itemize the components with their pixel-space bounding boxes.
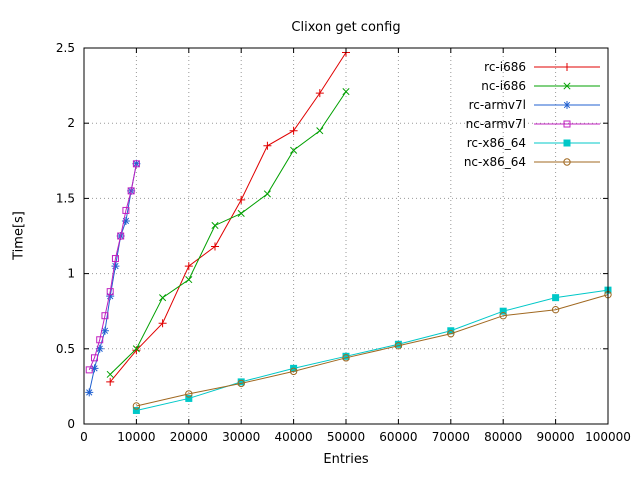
legend-marker-nc-armv7l: [563, 120, 571, 128]
series-marker-rc-armv7l: [95, 344, 104, 353]
y-tick-label: 0: [67, 417, 75, 431]
series-line-nc-i686: [109, 91, 347, 375]
series-marker-nc-i686: [106, 370, 114, 378]
y-tick-label: 1: [67, 267, 75, 281]
series-marker-rc-armv7l: [111, 262, 120, 271]
series-marker-nc-armv7l: [90, 354, 98, 362]
series-line-nc-x86_64: [136, 294, 609, 407]
series-line-nc-armv7l: [88, 163, 137, 371]
legend-label-nc-armv7l: nc-armv7l: [466, 117, 526, 131]
series-marker-rc-armv7l: [106, 292, 115, 301]
series-marker-nc-x86_64: [447, 330, 455, 338]
legend-marker-nc-i686: [563, 82, 571, 90]
series-marker-nc-i686: [132, 345, 140, 353]
series-marker-rc-x86_64: [552, 294, 560, 302]
series-marker-rc-i686: [315, 89, 324, 98]
x-tick-label: 60000: [379, 430, 417, 444]
legend-label-rc-i686: rc-i686: [484, 60, 526, 74]
legend-marker-rc-i686: [563, 63, 571, 71]
y-axis-label: Time[s]: [11, 211, 27, 260]
legend-label-nc-i686: nc-i686: [481, 79, 526, 93]
y-tick-label: 0.5: [56, 342, 75, 356]
series-marker-nc-armv7l: [85, 366, 93, 374]
series-marker-nc-x86_64: [551, 305, 560, 314]
series-marker-rc-i686: [289, 126, 298, 135]
series-marker-nc-x86_64: [289, 367, 298, 376]
x-tick-label: 90000: [537, 430, 575, 444]
series-marker-nc-armv7l: [117, 232, 125, 240]
series-marker-rc-x86_64: [185, 394, 193, 402]
series-marker-nc-i686: [185, 276, 193, 284]
series-marker-rc-x86_64: [132, 406, 140, 414]
series-marker-nc-i686: [316, 127, 324, 135]
x-tick-label: 80000: [484, 430, 522, 444]
series-marker-nc-i686: [211, 221, 219, 230]
legend-label-nc-x86_64: nc-x86_64: [464, 155, 526, 169]
x-tick-label: 70000: [432, 430, 470, 444]
legend-label-rc-armv7l: rc-armv7l: [469, 98, 526, 112]
series-marker-nc-x86_64: [394, 342, 403, 350]
x-tick-label: 40000: [275, 430, 313, 444]
series-marker-nc-armv7l: [101, 312, 109, 320]
y-tick-label: 2: [67, 116, 75, 130]
series-marker-nc-x86_64: [132, 402, 141, 410]
series-marker-nc-x86_64: [185, 390, 193, 398]
series-marker-rc-i686: [237, 195, 246, 204]
series-line-rc-i686: [109, 52, 347, 383]
series-marker-rc-armv7l: [121, 216, 130, 225]
series-marker-rc-i686: [211, 242, 219, 251]
x-tick-label: 10000: [117, 430, 155, 444]
series-marker-nc-i686: [342, 88, 350, 96]
series-marker-rc-i686: [106, 377, 115, 386]
legend-marker-rc-x86_64: [563, 139, 571, 147]
x-tick-label: 0: [80, 430, 88, 444]
series-marker-rc-i686: [132, 346, 141, 355]
x-tick-label: 20000: [170, 430, 208, 444]
legend-marker-nc-x86_64: [563, 158, 571, 166]
series-marker-rc-armv7l: [85, 388, 94, 397]
chart-title: Clixon get config: [291, 20, 401, 35]
series-marker-nc-armv7l: [132, 160, 140, 168]
x-tick-label: 30000: [222, 430, 260, 444]
series-marker-rc-x86_64: [499, 307, 507, 315]
series-marker-nc-x86_64: [499, 312, 507, 320]
series-marker-nc-x86_64: [237, 379, 245, 388]
series-marker-nc-armv7l: [127, 187, 135, 195]
series-marker-nc-armv7l: [111, 255, 119, 263]
series-marker-nc-i686: [290, 146, 298, 154]
series-marker-nc-i686: [237, 209, 245, 217]
x-tick-label: 50000: [327, 430, 365, 444]
series-marker-nc-armv7l: [122, 206, 130, 214]
y-tick-label: 1.5: [56, 191, 75, 205]
series-line-rc-x86_64: [136, 289, 609, 411]
series-marker-nc-armv7l: [96, 336, 104, 344]
x-tick-label: 100000: [585, 430, 631, 444]
series-marker-rc-i686: [184, 262, 193, 271]
series-marker-rc-i686: [158, 319, 167, 328]
series-marker-nc-i686: [159, 294, 167, 302]
x-axis-label: Entries: [323, 452, 369, 467]
series-marker-rc-armv7l: [90, 364, 99, 373]
legend-label-rc-x86_64: rc-x86_64: [467, 136, 526, 150]
series-marker-rc-armv7l: [100, 326, 109, 335]
series-marker-nc-i686: [263, 190, 271, 198]
series-marker-nc-armv7l: [106, 288, 114, 296]
series-marker-nc-x86_64: [342, 354, 350, 362]
y-tick-label: 2.5: [56, 41, 75, 55]
legend-marker-rc-armv7l: [563, 101, 571, 109]
series-marker-rc-i686: [263, 141, 272, 150]
